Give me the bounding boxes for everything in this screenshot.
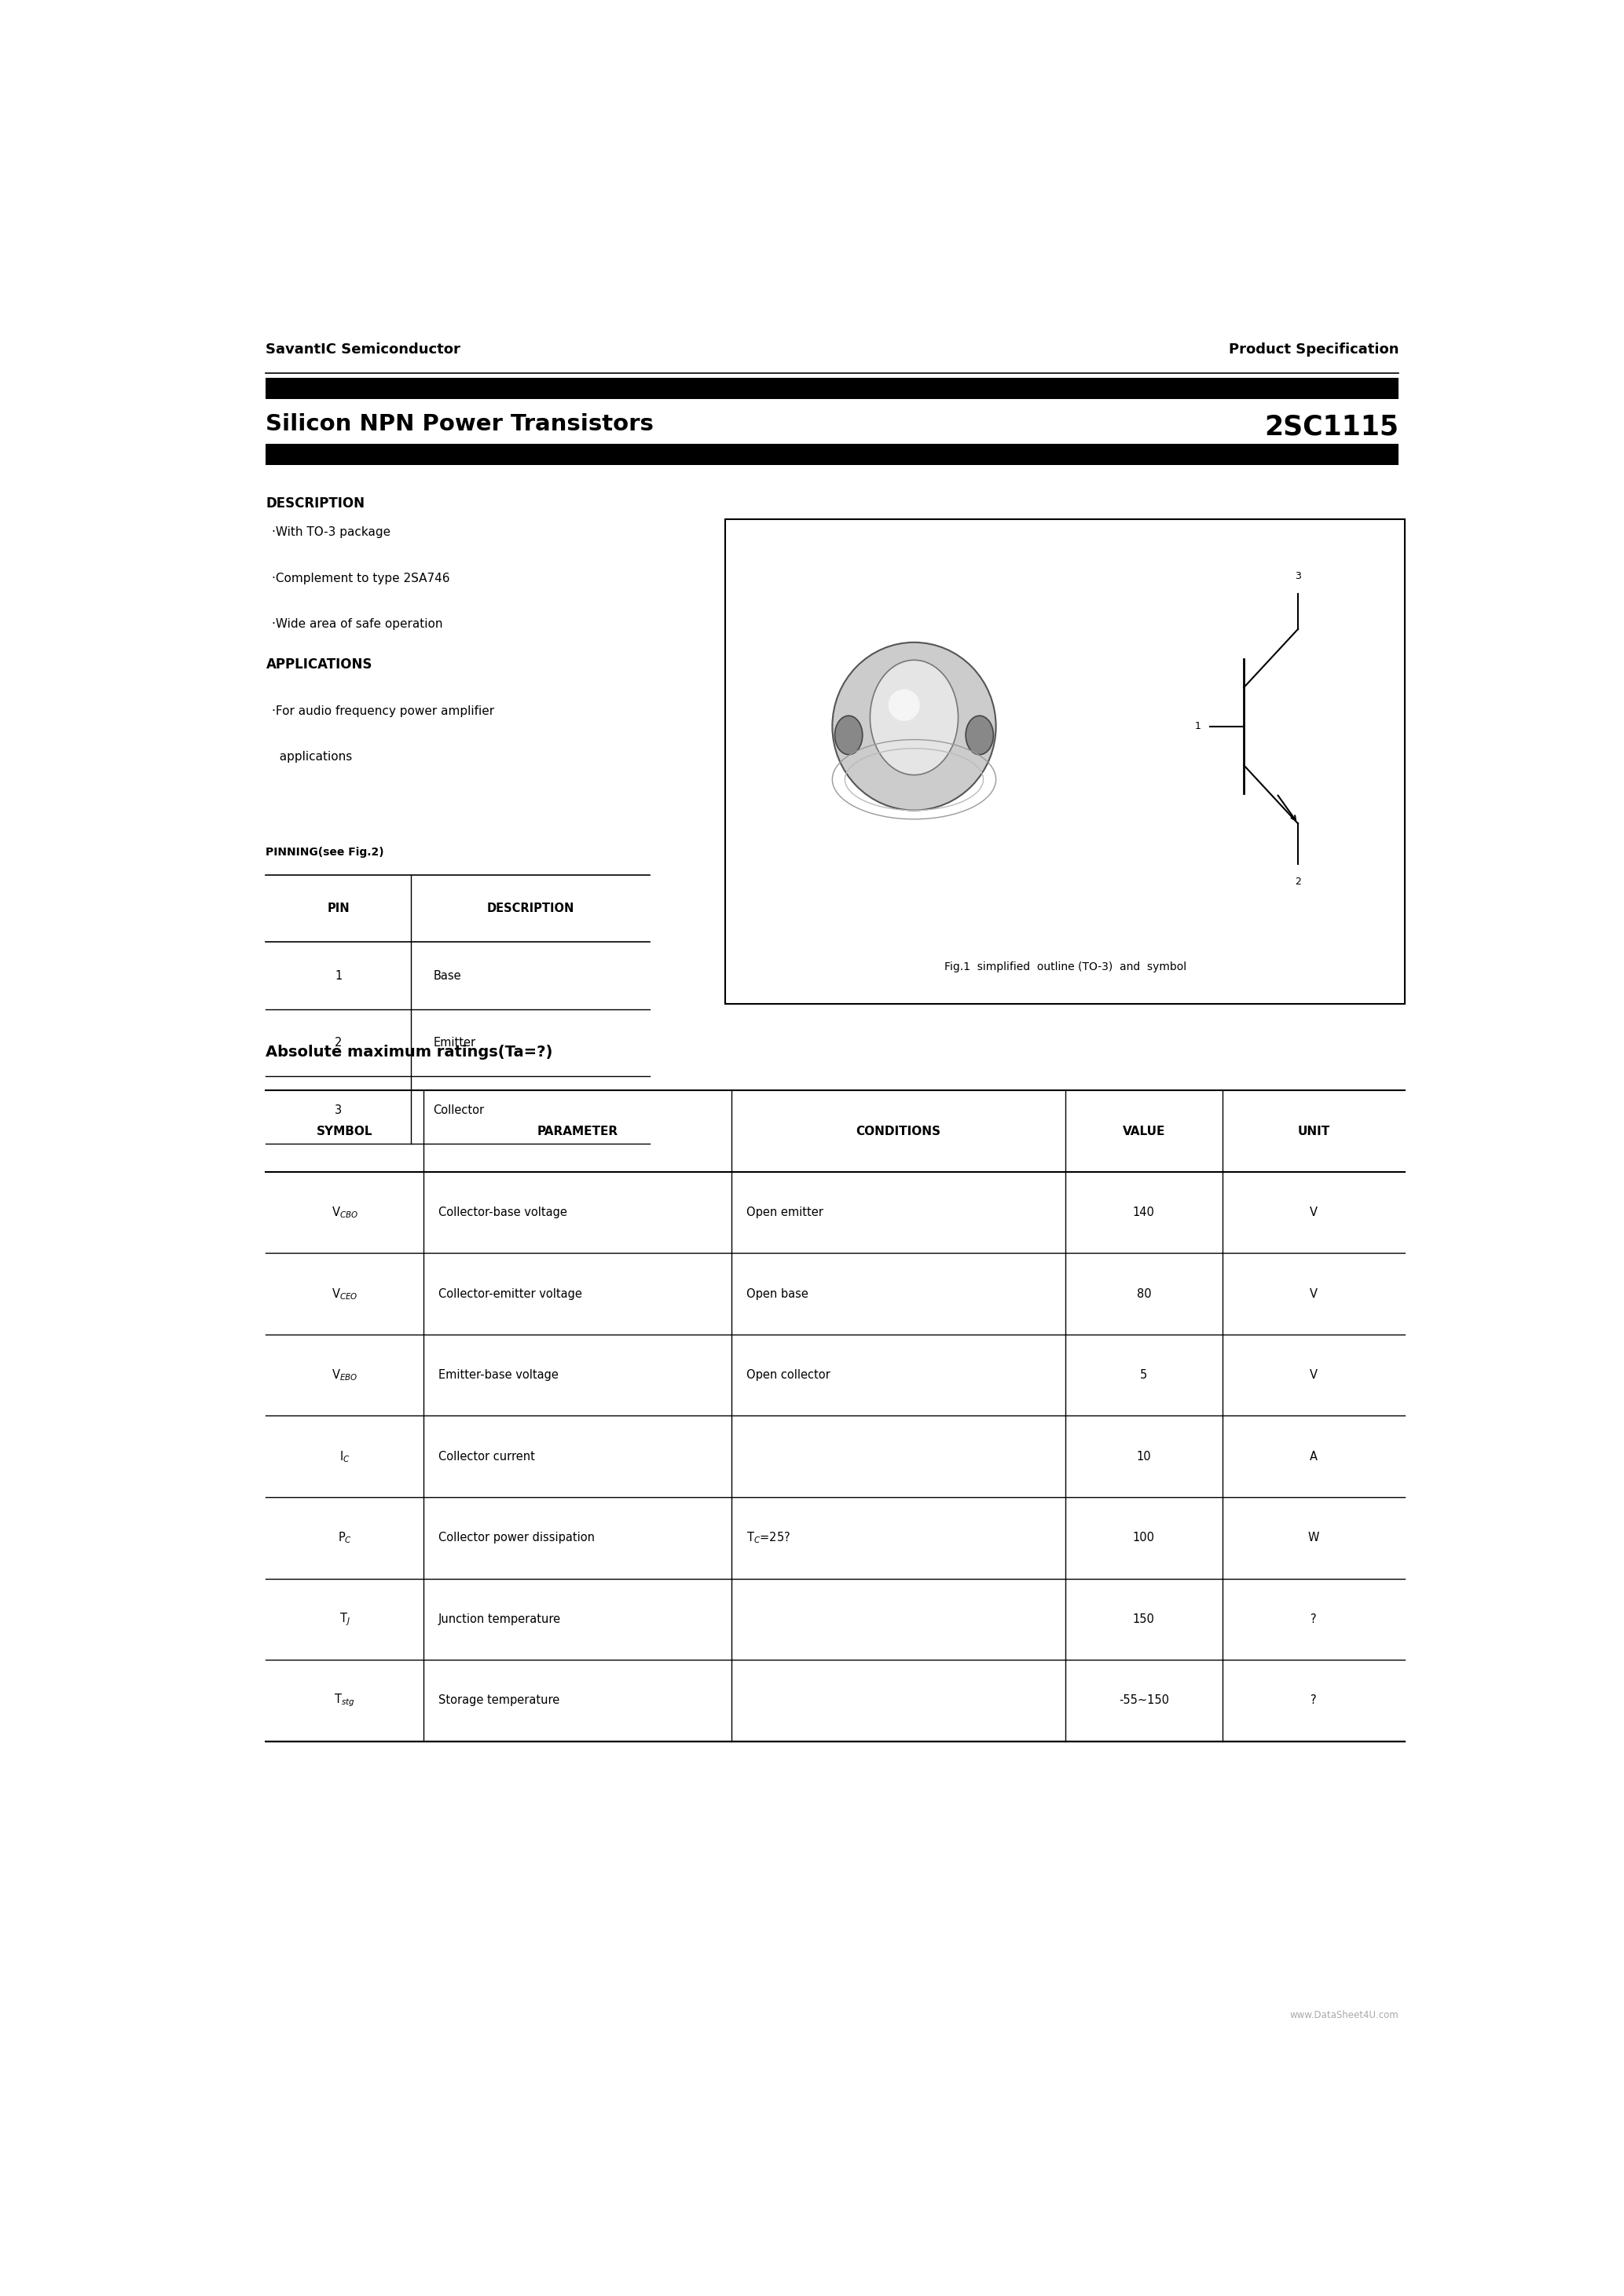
Text: Collector: Collector (434, 1104, 484, 1116)
Text: V: V (1311, 1288, 1317, 1300)
Text: ?: ? (1311, 1694, 1317, 1706)
Text: W: W (1307, 1531, 1319, 1543)
Text: applications: applications (273, 751, 352, 762)
Text: Silicon NPN Power Transistors: Silicon NPN Power Transistors (266, 413, 654, 436)
Text: Absolute maximum ratings(Ta=?): Absolute maximum ratings(Ta=?) (266, 1045, 554, 1058)
Text: 5: 5 (1140, 1368, 1148, 1382)
Text: V$_{CBO}$: V$_{CBO}$ (331, 1205, 357, 1219)
Text: Collector-base voltage: Collector-base voltage (438, 1208, 567, 1219)
Text: PINNING(see Fig.2): PINNING(see Fig.2) (266, 847, 385, 856)
Text: Junction temperature: Junction temperature (438, 1614, 560, 1626)
Ellipse shape (870, 659, 958, 776)
Text: PARAMETER: PARAMETER (538, 1125, 619, 1137)
Text: ·With TO-3 package: ·With TO-3 package (273, 526, 391, 537)
Text: 1: 1 (1195, 721, 1202, 732)
Text: DESCRIPTION: DESCRIPTION (266, 496, 365, 510)
Text: VALUE: VALUE (1122, 1125, 1164, 1137)
Text: Collector power dissipation: Collector power dissipation (438, 1531, 594, 1543)
Text: 3: 3 (335, 1104, 343, 1116)
Circle shape (966, 716, 994, 755)
Text: T$_C$=25?: T$_C$=25? (747, 1531, 791, 1545)
Text: V: V (1311, 1208, 1317, 1219)
Text: Product Specification: Product Specification (1229, 342, 1398, 356)
Text: P$_C$: P$_C$ (338, 1531, 352, 1545)
Text: 2SC1115: 2SC1115 (1265, 413, 1398, 441)
Text: T$_{stg}$: T$_{stg}$ (335, 1692, 356, 1708)
Text: Fig.1  simplified  outline (TO-3)  and  symbol: Fig.1 simplified outline (TO-3) and symb… (944, 962, 1186, 971)
Ellipse shape (888, 689, 919, 721)
Circle shape (835, 716, 862, 755)
Text: T$_J$: T$_J$ (339, 1612, 351, 1628)
Text: V$_{EBO}$: V$_{EBO}$ (331, 1368, 357, 1382)
Text: 100: 100 (1134, 1531, 1155, 1543)
Text: ·Wide area of safe operation: ·Wide area of safe operation (273, 618, 443, 631)
Text: 3: 3 (1294, 572, 1301, 581)
Text: ·For audio frequency power amplifier: ·For audio frequency power amplifier (273, 705, 495, 716)
Text: UNIT: UNIT (1298, 1125, 1330, 1137)
Text: -55~150: -55~150 (1119, 1694, 1169, 1706)
Text: Open base: Open base (747, 1288, 809, 1300)
Text: Collector current: Collector current (438, 1451, 534, 1463)
Text: 80: 80 (1137, 1288, 1151, 1300)
Text: DESCRIPTION: DESCRIPTION (487, 902, 573, 914)
Text: Emitter-base voltage: Emitter-base voltage (438, 1368, 559, 1382)
Text: SavantIC Semiconductor: SavantIC Semiconductor (266, 342, 461, 356)
Text: ?: ? (1311, 1614, 1317, 1626)
Bar (266, 443, 1398, 464)
Text: A: A (1311, 1451, 1317, 1463)
Text: 2: 2 (335, 1038, 343, 1049)
Text: ·Complement to type 2SA746: ·Complement to type 2SA746 (273, 572, 450, 583)
Text: SYMBOL: SYMBOL (317, 1125, 372, 1137)
Text: I$_C$: I$_C$ (339, 1449, 349, 1465)
Bar (726, 519, 1405, 1003)
Text: Open emitter: Open emitter (747, 1208, 823, 1219)
Text: Collector-emitter voltage: Collector-emitter voltage (438, 1288, 581, 1300)
Text: V$_{CEO}$: V$_{CEO}$ (331, 1286, 357, 1302)
Text: Open collector: Open collector (747, 1368, 830, 1382)
Text: CONDITIONS: CONDITIONS (856, 1125, 940, 1137)
Text: 10: 10 (1137, 1451, 1151, 1463)
Text: V: V (1311, 1368, 1317, 1382)
Text: www.DataSheet4U.com: www.DataSheet4U.com (1289, 2011, 1398, 2020)
Text: 2: 2 (1294, 877, 1301, 886)
Text: 140: 140 (1134, 1208, 1155, 1219)
Ellipse shape (831, 643, 996, 810)
Bar (266, 379, 1398, 400)
Text: 1: 1 (335, 969, 343, 980)
Text: Storage temperature: Storage temperature (438, 1694, 560, 1706)
Text: PIN: PIN (326, 902, 349, 914)
Text: 150: 150 (1134, 1614, 1155, 1626)
Text: APPLICATIONS: APPLICATIONS (266, 657, 372, 670)
Text: Emitter: Emitter (434, 1038, 476, 1049)
Text: Base: Base (434, 969, 461, 980)
